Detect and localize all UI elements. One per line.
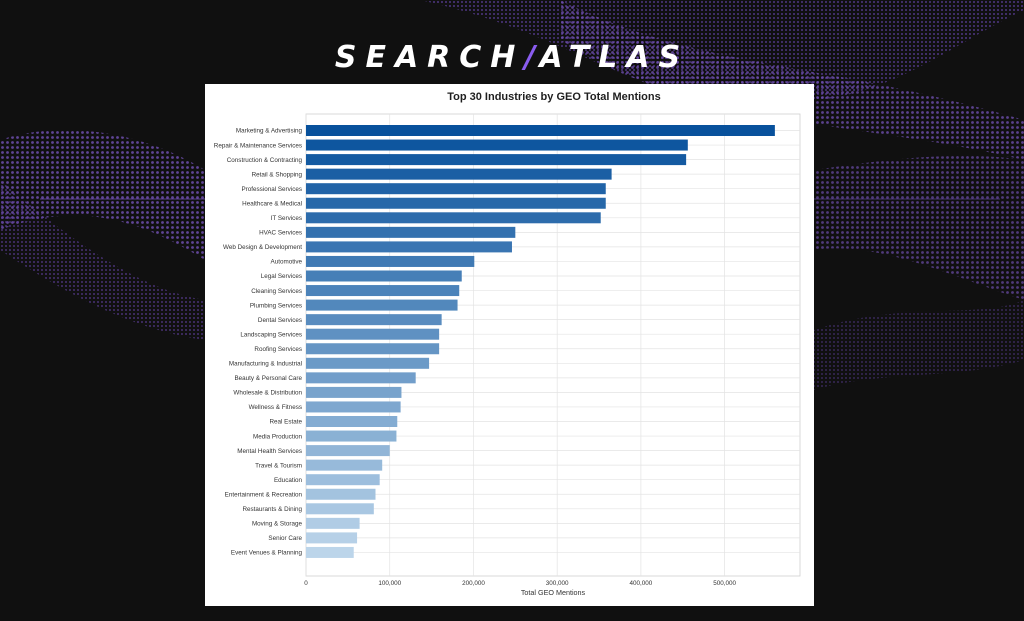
category-label: Manufacturing & Industrial	[229, 361, 302, 368]
category-label: Web Design & Development	[223, 244, 302, 251]
bar	[306, 503, 374, 515]
category-label: Cleaning Services	[251, 288, 302, 295]
bar	[306, 183, 606, 195]
x-tick-label: 200,000	[462, 580, 485, 587]
bar	[306, 401, 401, 413]
x-tick-label: 100,000	[378, 580, 401, 587]
category-label: Wholesale & Distribution	[233, 390, 302, 397]
bar	[306, 386, 402, 398]
brand-right: ATLAS	[539, 40, 690, 75]
category-label: Professional Services	[241, 186, 302, 193]
category-label: Media Production	[253, 433, 303, 440]
x-tick-label: 300,000	[546, 580, 569, 587]
category-label: Retail & Shopping	[252, 171, 303, 178]
bar	[306, 226, 516, 238]
bar	[306, 357, 430, 369]
bar	[306, 459, 383, 471]
bar	[306, 241, 512, 253]
bar	[306, 546, 354, 558]
bar	[306, 314, 442, 326]
category-label: Moving & Storage	[252, 521, 303, 528]
category-label: Legal Services	[261, 273, 302, 280]
category-label: Education	[274, 477, 303, 484]
bar	[306, 139, 688, 151]
chart-panel: Top 30 Industries by GEO Total Mentions …	[205, 84, 814, 606]
bar	[306, 255, 475, 267]
category-label: Wellness & Fitness	[249, 404, 302, 411]
category-label: Healthcare & Medical	[242, 200, 302, 207]
category-label: Real Estate	[269, 419, 302, 426]
x-tick-labels: 0 100,000 200,000 300,000 400,000 500,000	[304, 580, 736, 587]
chart-title: Top 30 Industries by GEO Total Mentions	[447, 91, 661, 103]
category-label: HVAC Services	[259, 230, 302, 237]
bar	[306, 270, 462, 282]
bar	[306, 517, 360, 529]
category-label: Dental Services	[258, 317, 302, 324]
category-label: Landscaping Services	[240, 331, 302, 338]
category-label: Event Venues & Planning	[231, 550, 303, 557]
brand-left: SEARCH	[334, 40, 525, 75]
brand-slash: /	[524, 40, 540, 75]
category-label: Senior Care	[268, 535, 302, 542]
bar	[306, 430, 397, 442]
category-label: Restaurants & Dining	[242, 506, 302, 513]
category-label: Construction & Contracting	[227, 157, 303, 164]
category-label: Roofing Services	[254, 346, 302, 353]
x-axis-label: Total GEO Mentions	[521, 588, 586, 597]
bar	[306, 532, 358, 544]
category-label: Beauty & Personal Care	[234, 375, 302, 382]
category-label: Marketing & Advertising	[236, 128, 303, 135]
bar	[306, 474, 380, 486]
category-label: Travel & Tourism	[255, 462, 302, 469]
bar	[306, 168, 612, 180]
bar	[306, 328, 440, 340]
category-label: Repair & Maintenance Services	[214, 142, 302, 149]
x-tick-label: 500,000	[713, 580, 736, 587]
bar-chart: Top 30 Industries by GEO Total Mentions …	[214, 91, 801, 597]
category-label: Entertainment & Recreation	[225, 491, 303, 498]
bar	[306, 416, 398, 427]
bar	[306, 125, 775, 136]
category-label: Plumbing Services	[250, 302, 302, 309]
category-labels: Marketing & Advertising Repair & Maintena…	[214, 128, 303, 557]
bar	[306, 445, 390, 457]
bar	[306, 197, 606, 209]
x-tick-label: 400,000	[630, 580, 653, 587]
brand-logo: SEARCH/ATLAS	[0, 40, 1024, 75]
bar	[306, 488, 376, 500]
bar	[306, 285, 460, 297]
category-label: Automotive	[271, 259, 303, 266]
category-label: IT Services	[271, 215, 302, 222]
bar	[306, 212, 601, 224]
bar	[306, 299, 458, 311]
bar	[306, 154, 687, 166]
bars	[306, 125, 775, 558]
category-label: Mental Health Services	[237, 448, 302, 455]
bar	[306, 372, 416, 384]
bar	[306, 343, 440, 355]
x-tick-label: 0	[304, 580, 308, 587]
